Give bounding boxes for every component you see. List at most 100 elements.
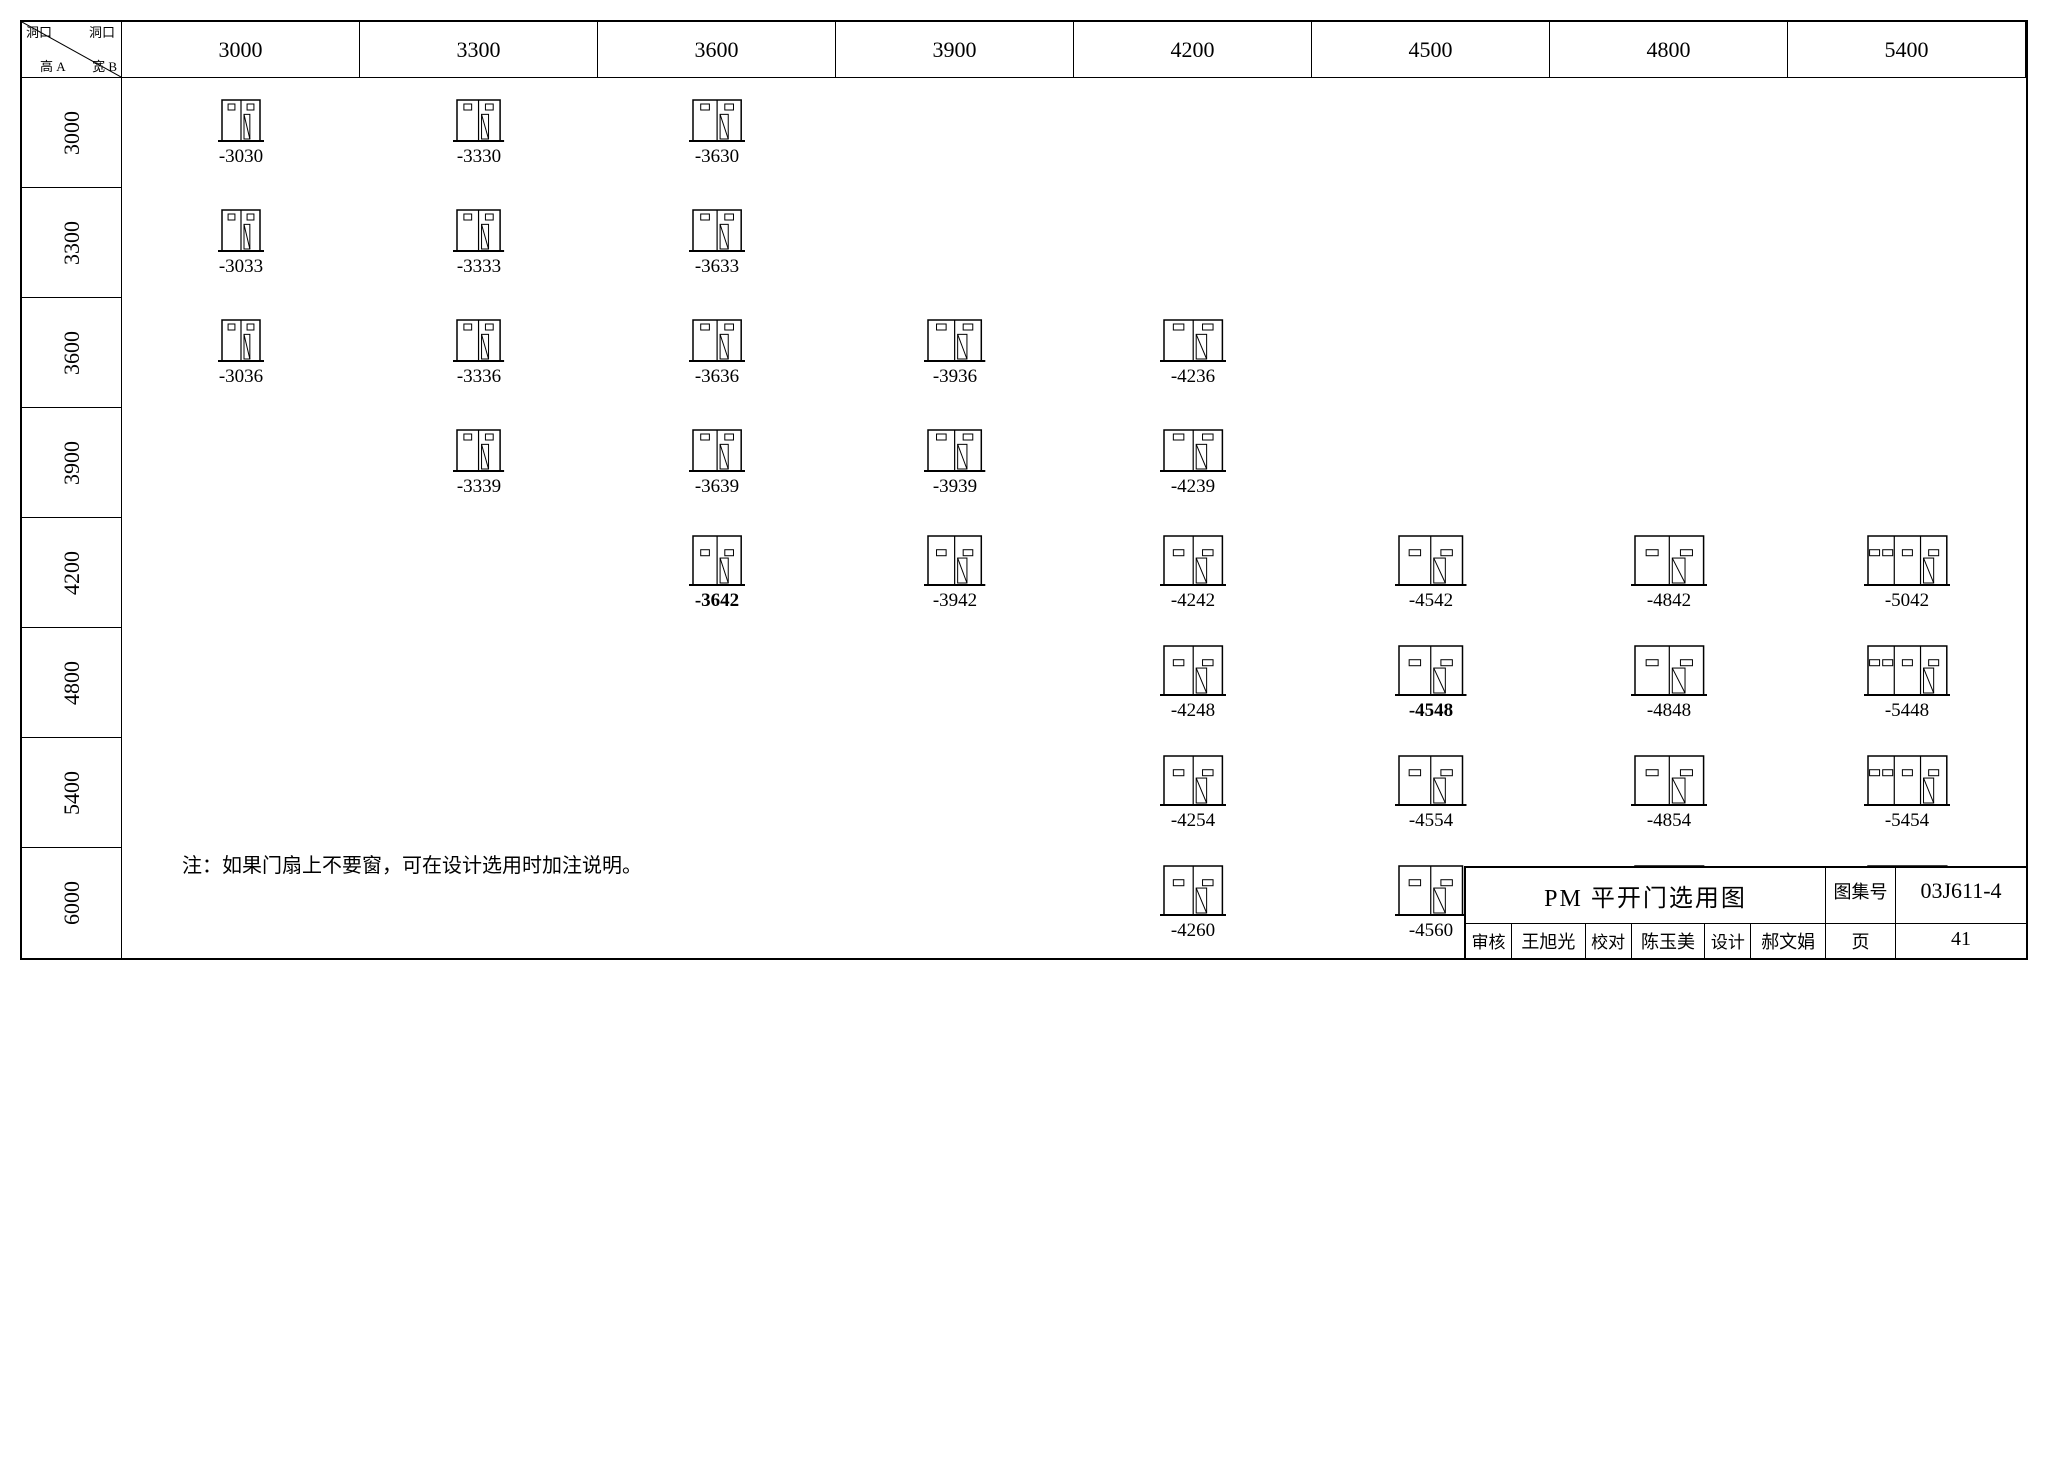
door-icon: -3030 bbox=[218, 98, 264, 168]
row-header: 3000 bbox=[22, 78, 122, 188]
grid-cell bbox=[836, 628, 1074, 738]
door-code: -4854 bbox=[1647, 810, 1691, 832]
col-header: 4200 bbox=[1074, 22, 1312, 78]
door-code: -4242 bbox=[1171, 590, 1215, 612]
title-block: PM 平开门选用图 图集号 03J611-4 审核 王旭光 校对 陈玉美 设计 … bbox=[1464, 866, 2028, 960]
grid-cell bbox=[836, 738, 1074, 848]
grid-cell bbox=[1550, 78, 1788, 188]
grid-cell: -4242 bbox=[1074, 518, 1312, 628]
set-number: 03J611-4 bbox=[1896, 868, 2026, 924]
row-header: 5400 bbox=[22, 738, 122, 848]
door-icon: -4554 bbox=[1395, 754, 1467, 832]
door-icon: -5042 bbox=[1864, 534, 1951, 612]
grid-cell bbox=[836, 848, 1074, 958]
door-icon: -4248 bbox=[1160, 644, 1226, 722]
row-header: 3600 bbox=[22, 298, 122, 408]
door-code: -3033 bbox=[219, 256, 263, 278]
grid-cell: -3939 bbox=[836, 408, 1074, 518]
door-code: -3036 bbox=[219, 366, 263, 388]
row-header: 3300 bbox=[22, 188, 122, 298]
grid-cell bbox=[598, 738, 836, 848]
door-code: -3633 bbox=[695, 256, 739, 278]
door-code: -4560 bbox=[1409, 920, 1453, 942]
grid-cell: -5042 bbox=[1788, 518, 2026, 628]
grid-cell: -3336 bbox=[360, 298, 598, 408]
grid-cell: -3936 bbox=[836, 298, 1074, 408]
page-number: 41 bbox=[1896, 924, 2026, 958]
grid-cell: -3033 bbox=[122, 188, 360, 298]
door-code: -4542 bbox=[1409, 590, 1453, 612]
grid-cell bbox=[1312, 298, 1550, 408]
col-header: 3900 bbox=[836, 22, 1074, 78]
door-code: -3336 bbox=[457, 366, 501, 388]
grid-cell: -5448 bbox=[1788, 628, 2026, 738]
door-icon: -3642 bbox=[689, 534, 745, 612]
row-header: 6000 bbox=[22, 848, 122, 958]
door-code: -4842 bbox=[1647, 590, 1691, 612]
door-code: -3636 bbox=[695, 366, 739, 388]
grid-cell bbox=[1074, 78, 1312, 188]
door-icon: -4854 bbox=[1631, 754, 1708, 832]
door-icon: -4260 bbox=[1160, 864, 1226, 942]
door-code: -5448 bbox=[1885, 700, 1929, 722]
grid-cell: -3636 bbox=[598, 298, 836, 408]
selection-grid: 洞口洞口高 A宽 B300033003600390042004500480054… bbox=[22, 22, 2026, 958]
door-code: -3936 bbox=[933, 366, 977, 388]
grid-cell: -3333 bbox=[360, 188, 598, 298]
door-icon: -4848 bbox=[1631, 644, 1708, 722]
grid-cell: -4854 bbox=[1550, 738, 1788, 848]
grid-cell: -3339 bbox=[360, 408, 598, 518]
grid-cell: -4848 bbox=[1550, 628, 1788, 738]
door-code: -3330 bbox=[457, 146, 501, 168]
door-icon: -5448 bbox=[1864, 644, 1951, 722]
drawing-title: PM 平开门选用图 bbox=[1466, 868, 1826, 924]
door-icon: -4254 bbox=[1160, 754, 1226, 832]
grid-cell bbox=[1788, 78, 2026, 188]
grid-cell bbox=[1312, 408, 1550, 518]
grid-cell: -4842 bbox=[1550, 518, 1788, 628]
grid-cell bbox=[1550, 408, 1788, 518]
col-header: 4800 bbox=[1550, 22, 1788, 78]
door-icon: -3333 bbox=[453, 208, 504, 278]
grid-cell: -3330 bbox=[360, 78, 598, 188]
door-code: -3339 bbox=[457, 476, 501, 498]
door-icon: -3330 bbox=[453, 98, 504, 168]
door-icon: -4239 bbox=[1160, 428, 1226, 498]
grid-cell bbox=[1788, 408, 2026, 518]
corner-header: 洞口洞口高 A宽 B bbox=[22, 22, 122, 78]
grid-cell: -4248 bbox=[1074, 628, 1312, 738]
grid-cell bbox=[836, 78, 1074, 188]
door-icon: -4542 bbox=[1395, 534, 1467, 612]
door-code: -4554 bbox=[1409, 810, 1453, 832]
check-signature: 陈玉美 bbox=[1632, 924, 1706, 958]
grid-cell bbox=[1550, 188, 1788, 298]
grid-cell: -4239 bbox=[1074, 408, 1312, 518]
door-icon: -3639 bbox=[689, 428, 745, 498]
door-code: -3030 bbox=[219, 146, 263, 168]
grid-cell bbox=[1788, 188, 2026, 298]
door-code: -4248 bbox=[1171, 700, 1215, 722]
grid-cell: -4554 bbox=[1312, 738, 1550, 848]
grid-cell bbox=[360, 628, 598, 738]
door-icon: -4548 bbox=[1395, 644, 1467, 722]
door-code: -4260 bbox=[1171, 920, 1215, 942]
door-code: -3333 bbox=[457, 256, 501, 278]
grid-cell: -5454 bbox=[1788, 738, 2026, 848]
grid-cell: -3030 bbox=[122, 78, 360, 188]
row-header: 3900 bbox=[22, 408, 122, 518]
door-icon: -3336 bbox=[453, 318, 504, 388]
grid-cell: -3036 bbox=[122, 298, 360, 408]
door-icon: -3942 bbox=[924, 534, 985, 612]
door-icon: -4842 bbox=[1631, 534, 1708, 612]
col-header: 3000 bbox=[122, 22, 360, 78]
col-header: 4500 bbox=[1312, 22, 1550, 78]
grid-cell: -3630 bbox=[598, 78, 836, 188]
page-label: 页 bbox=[1826, 924, 1896, 958]
design-label: 设计 bbox=[1705, 924, 1751, 958]
col-header: 5400 bbox=[1788, 22, 2026, 78]
door-code: -4236 bbox=[1171, 366, 1215, 388]
footnote: 注：如果门扇上不要窗，可在设计选用时加注说明。 bbox=[182, 849, 642, 878]
door-icon: -3939 bbox=[924, 428, 985, 498]
grid-cell bbox=[360, 518, 598, 628]
door-code: -5042 bbox=[1885, 590, 1929, 612]
